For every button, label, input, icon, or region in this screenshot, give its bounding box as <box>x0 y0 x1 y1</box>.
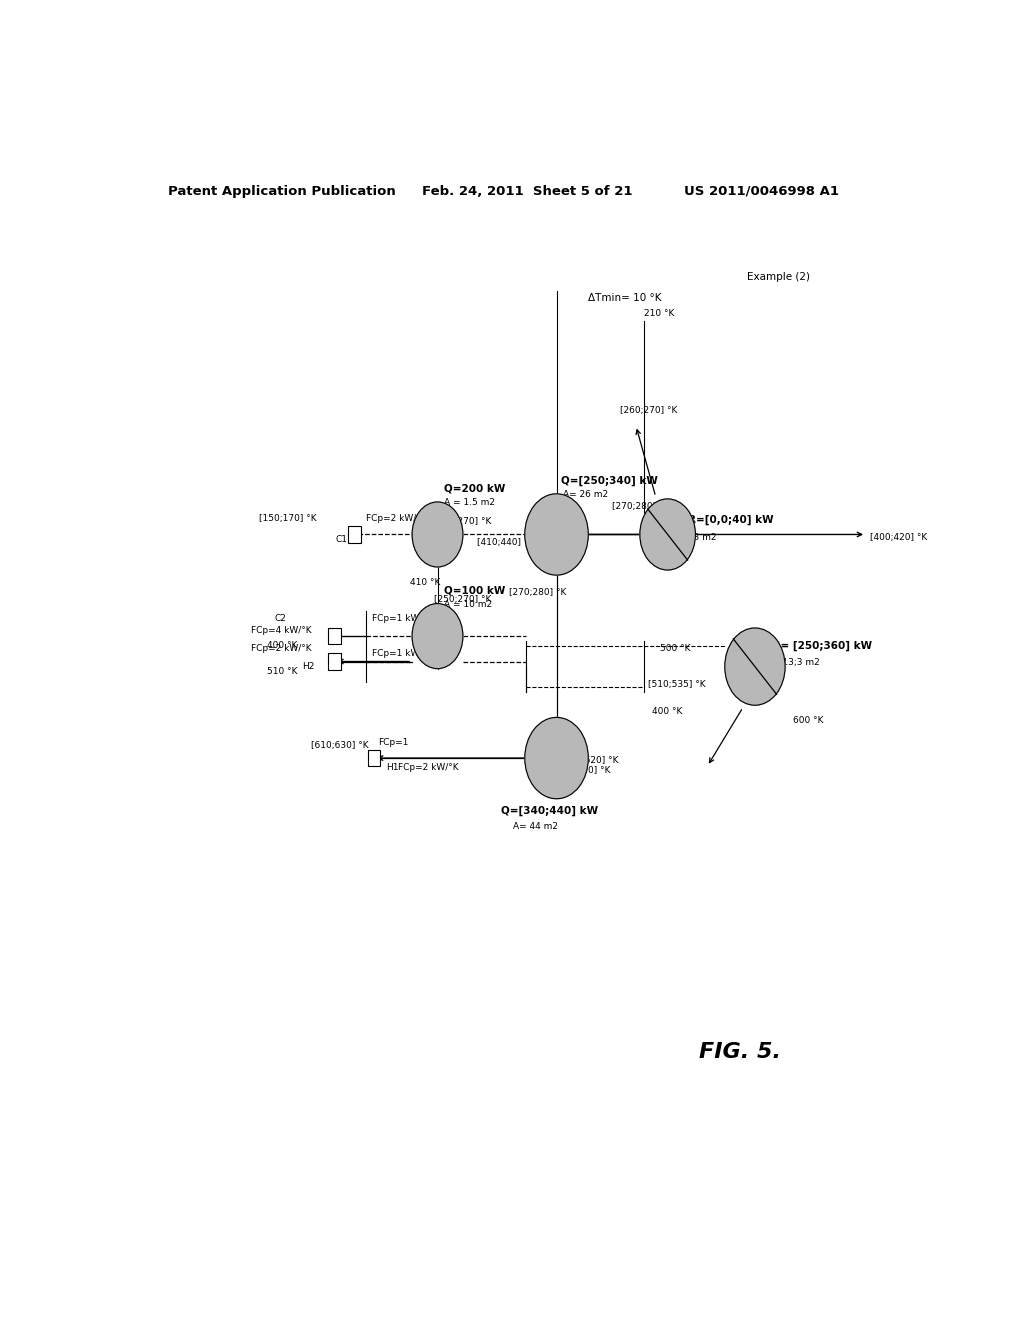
Text: Example (2): Example (2) <box>748 272 810 282</box>
Text: 400 °K: 400 °K <box>652 708 682 717</box>
Text: [150;170] °K: [150;170] °K <box>259 515 316 523</box>
Text: [410;440] °K: [410;440] °K <box>477 537 535 546</box>
Text: 510 °K: 510 °K <box>267 667 297 676</box>
Text: [260;270] °K: [260;270] °K <box>621 405 678 414</box>
Circle shape <box>525 718 589 799</box>
Text: Q_R=[0,0;40] kW: Q_R=[0,0;40] kW <box>674 515 773 524</box>
Text: FCp=1: FCp=1 <box>378 738 409 747</box>
Text: 400 °K: 400 °K <box>267 642 297 651</box>
Text: [570;620] °K: [570;620] °K <box>553 767 610 775</box>
Text: [400;420] °K: [400;420] °K <box>870 532 928 541</box>
Bar <box>328 628 341 644</box>
Text: [250;270] °K: [250;270] °K <box>433 594 490 603</box>
Text: 410 °K: 410 °K <box>410 578 440 587</box>
Text: 600 °K: 600 °K <box>793 715 823 725</box>
Text: Q_S= [250;360] kW: Q_S= [250;360] kW <box>759 640 872 651</box>
Text: FCp=1 kW/°K: FCp=1 kW/°K <box>373 614 433 623</box>
Text: ΔTmin= 10 °K: ΔTmin= 10 °K <box>588 293 662 302</box>
Text: Q=200 kW: Q=200 kW <box>443 483 505 494</box>
Text: [270;280] °K: [270;280] °K <box>612 502 670 511</box>
Text: [570;620] °K: [570;620] °K <box>560 756 618 766</box>
Bar <box>328 653 341 669</box>
Text: Q=[340;440] kW: Q=[340;440] kW <box>501 807 598 816</box>
Text: A= 26 m2: A= 26 m2 <box>563 490 608 499</box>
Text: H1: H1 <box>386 763 398 772</box>
Circle shape <box>525 494 589 576</box>
Text: FCp=1 kW/°K: FCp=1 kW/°K <box>373 649 433 659</box>
Text: [510;535] °K: [510;535] °K <box>648 680 706 689</box>
Text: A = 13;3 m2: A = 13;3 m2 <box>763 657 819 667</box>
Text: FCp=2 kW/°K: FCp=2 kW/°K <box>251 644 311 653</box>
Text: Feb. 24, 2011  Sheet 5 of 21: Feb. 24, 2011 Sheet 5 of 21 <box>422 185 632 198</box>
Text: A = 10 m2: A = 10 m2 <box>443 599 492 609</box>
Text: FCp=4 kW/°K: FCp=4 kW/°K <box>251 626 311 635</box>
Text: Q=100 kW: Q=100 kW <box>443 585 505 595</box>
Text: [270;280] °K: [270;280] °K <box>509 589 566 598</box>
Bar <box>348 527 360 543</box>
Text: 500 °K: 500 °K <box>659 644 690 653</box>
Circle shape <box>640 499 695 570</box>
Text: [610;630] °K: [610;630] °K <box>310 741 369 750</box>
Text: A= 44 m2: A= 44 m2 <box>513 822 558 832</box>
Text: FIG. 5.: FIG. 5. <box>699 1041 781 1061</box>
Circle shape <box>725 628 785 705</box>
Text: [250;270] °K: [250;270] °K <box>433 517 490 527</box>
Text: C1: C1 <box>336 535 348 544</box>
Text: A= 3 m2: A= 3 m2 <box>677 532 717 541</box>
Text: H2: H2 <box>303 661 315 671</box>
Circle shape <box>412 603 463 669</box>
Text: 210 °K: 210 °K <box>644 309 674 318</box>
Text: A = 1.5 m2: A = 1.5 m2 <box>443 498 495 507</box>
Text: Patent Application Publication: Patent Application Publication <box>168 185 395 198</box>
Circle shape <box>412 502 463 568</box>
Text: FCp=2 kW/°K: FCp=2 kW/°K <box>397 763 459 772</box>
Text: FCp=2 kW/°K: FCp=2 kW/°K <box>367 515 427 523</box>
Text: C2: C2 <box>274 614 287 623</box>
Text: US 2011/0046998 A1: US 2011/0046998 A1 <box>684 185 839 198</box>
Bar <box>368 750 380 766</box>
Text: Q=[250;340] kW: Q=[250;340] kW <box>560 475 657 486</box>
